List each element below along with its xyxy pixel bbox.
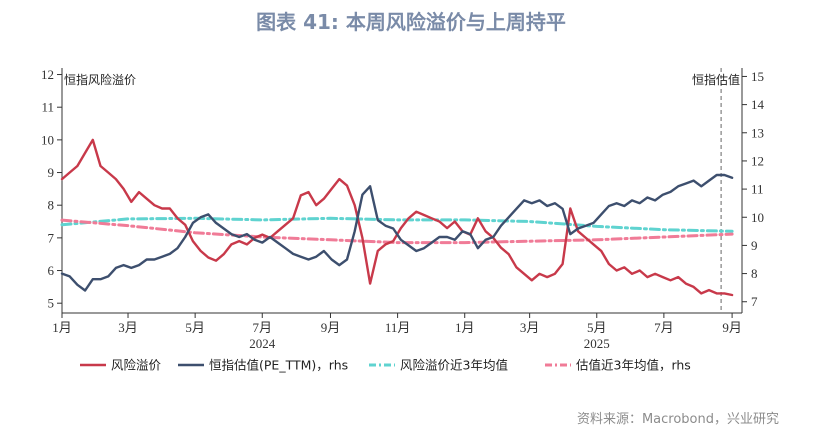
right-tick-label: 7 (751, 294, 758, 309)
year-label: 2025 (584, 336, 610, 351)
right-tick-label: 13 (751, 125, 764, 140)
legend-label: 风险溢价近3年均值 (400, 358, 508, 373)
right-tick-label: 10 (751, 210, 764, 225)
x-tick-label: 3月 (520, 320, 540, 335)
series-line-3 (60, 216, 734, 233)
x-tick-label: 7月 (654, 320, 674, 335)
left-tick-label: 5 (48, 296, 55, 311)
right-tick-label: 14 (751, 97, 765, 112)
x-axis-ticks: 1月 3月 5月 7月 9月 11月 1月 3月 5月 7月 9月 (52, 313, 742, 335)
right-tick-label: 12 (751, 153, 764, 168)
legend: 风险溢价 恒指估值(PE_TTM)，rhs 风险溢价近3年均值 估值近3年均值，rhs (80, 358, 691, 373)
left-tick-label: 9 (48, 165, 55, 180)
source-note: 资料来源：Macrobond，兴业研究 (577, 412, 779, 427)
right-axis-label: 恒指估值 (692, 72, 740, 87)
right-tick-label: 9 (751, 238, 758, 253)
right-tick-label: 11 (751, 182, 764, 197)
legend-label: 风险溢价 (111, 358, 162, 373)
series-layer (60, 138, 734, 297)
left-axis-label: 恒指风险溢价 (64, 72, 136, 87)
right-tick-label: 15 (751, 69, 764, 84)
year-labels: 2024 2025 (249, 336, 609, 351)
series-line-4 (60, 218, 734, 245)
x-tick-label: 9月 (321, 320, 341, 335)
left-tick-label: 11 (41, 100, 54, 115)
x-tick-label: 5月 (185, 320, 205, 335)
right-tick-label: 8 (751, 266, 758, 281)
x-tick-label: 3月 (118, 320, 138, 335)
left-tick-label: 7 (48, 230, 55, 245)
x-tick-label: 7月 (253, 320, 273, 335)
left-tick-label: 12 (41, 67, 54, 82)
x-tick-label: 1月 (455, 320, 475, 335)
left-tick-label: 6 (48, 263, 55, 278)
x-tick-label: 9月 (722, 320, 742, 335)
right-y-ticks: 7 8 9 10 11 12 13 14 15 (742, 69, 765, 309)
x-tick-label: 11月 (385, 320, 411, 335)
left-tick-label: 8 (48, 198, 55, 213)
left-tick-label: 10 (41, 132, 54, 147)
chart-title: 图表 41: 本周风险溢价与上周持平 (256, 10, 566, 34)
x-tick-label: 5月 (587, 320, 607, 335)
legend-label: 估值近3年均值，rhs (576, 358, 691, 373)
year-label: 2024 (249, 336, 276, 351)
legend-label: 恒指估值(PE_TTM)，rhs (209, 358, 348, 373)
x-tick-label: 1月 (52, 320, 72, 335)
series-line-2 (60, 173, 734, 292)
plot-area (61, 68, 743, 314)
left-y-ticks: 5 6 7 8 9 10 11 12 (41, 67, 62, 311)
